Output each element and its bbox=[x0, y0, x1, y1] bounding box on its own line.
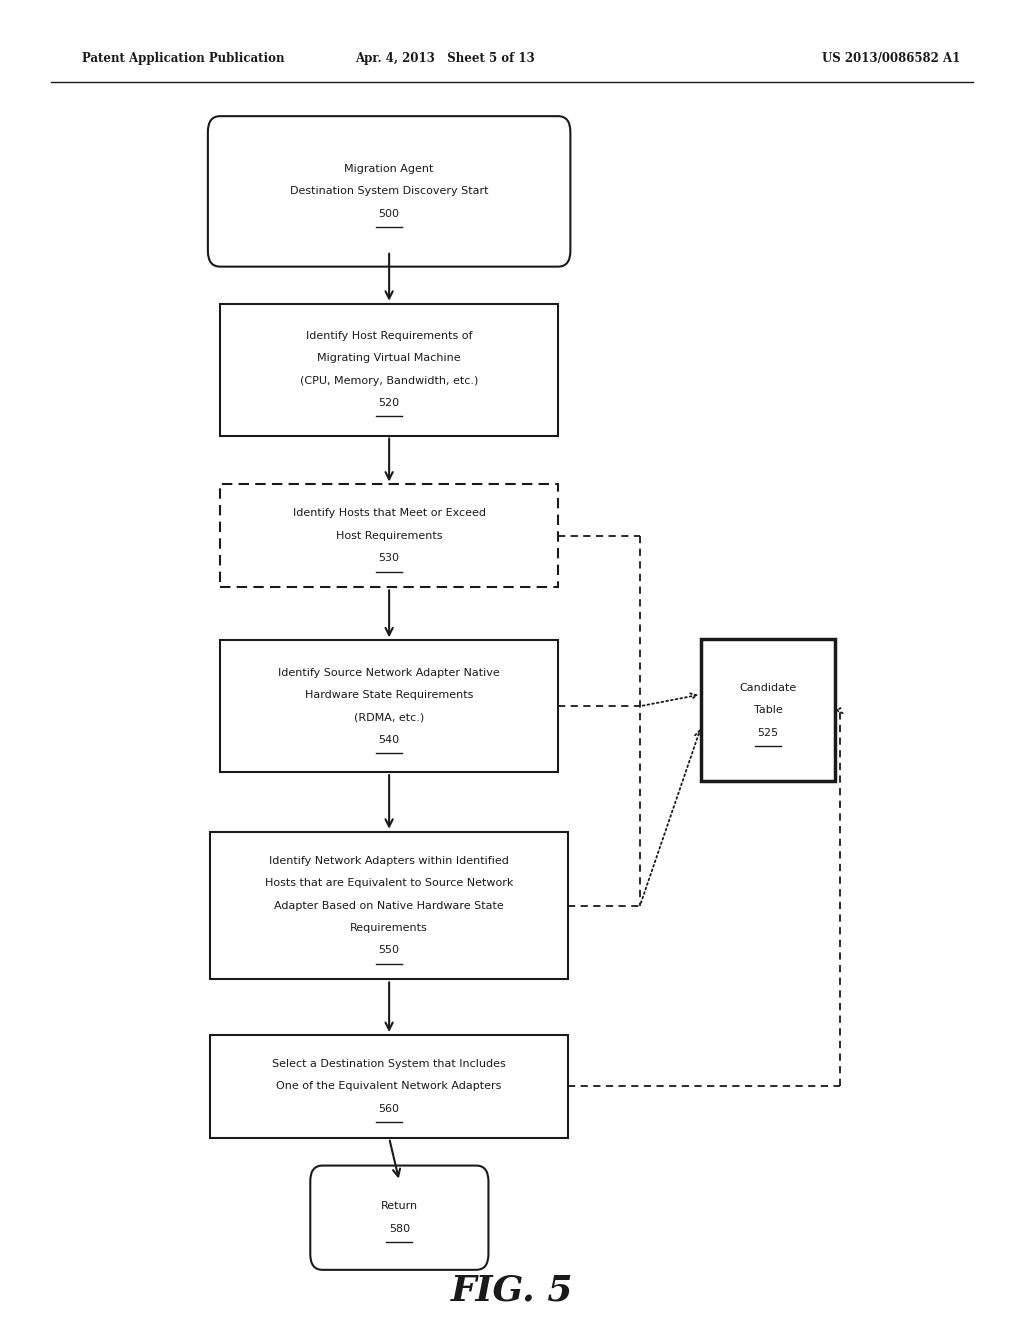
Text: 500: 500 bbox=[379, 209, 399, 219]
Text: Identify Source Network Adapter Native: Identify Source Network Adapter Native bbox=[279, 668, 500, 677]
Bar bbox=[220, 640, 558, 772]
Text: 580: 580 bbox=[389, 1224, 410, 1234]
Text: Identify Host Requirements of: Identify Host Requirements of bbox=[306, 331, 472, 341]
Text: Identify Network Adapters within Identified: Identify Network Adapters within Identif… bbox=[269, 855, 509, 866]
Text: (RDMA, etc.): (RDMA, etc.) bbox=[354, 713, 424, 722]
Bar bbox=[701, 639, 835, 781]
Text: Patent Application Publication: Patent Application Publication bbox=[82, 51, 285, 65]
Text: (CPU, Memory, Bandwidth, etc.): (CPU, Memory, Bandwidth, etc.) bbox=[300, 376, 478, 385]
FancyBboxPatch shape bbox=[310, 1166, 488, 1270]
Text: One of the Equivalent Network Adapters: One of the Equivalent Network Adapters bbox=[276, 1081, 502, 1092]
Text: Table: Table bbox=[754, 705, 782, 715]
Bar bbox=[220, 484, 558, 587]
Text: Migration Agent: Migration Agent bbox=[344, 164, 434, 174]
Text: US 2013/0086582 A1: US 2013/0086582 A1 bbox=[821, 51, 961, 65]
Bar bbox=[210, 1035, 568, 1138]
Text: Hosts that are Equivalent to Source Network: Hosts that are Equivalent to Source Netw… bbox=[265, 878, 513, 888]
Text: 540: 540 bbox=[379, 735, 399, 744]
Text: 550: 550 bbox=[379, 945, 399, 956]
Text: Hardware State Requirements: Hardware State Requirements bbox=[305, 690, 473, 700]
Text: Host Requirements: Host Requirements bbox=[336, 531, 442, 541]
Text: 560: 560 bbox=[379, 1104, 399, 1114]
Text: 525: 525 bbox=[758, 727, 778, 738]
Text: Adapter Based on Native Hardware State: Adapter Based on Native Hardware State bbox=[274, 900, 504, 911]
Text: Requirements: Requirements bbox=[350, 923, 428, 933]
Text: Migrating Virtual Machine: Migrating Virtual Machine bbox=[317, 354, 461, 363]
Text: Identify Hosts that Meet or Exceed: Identify Hosts that Meet or Exceed bbox=[293, 508, 485, 519]
FancyBboxPatch shape bbox=[208, 116, 570, 267]
Text: FIG. 5: FIG. 5 bbox=[451, 1274, 573, 1308]
Text: Select a Destination System that Includes: Select a Destination System that Include… bbox=[272, 1059, 506, 1069]
Bar bbox=[210, 832, 568, 979]
Text: Apr. 4, 2013   Sheet 5 of 13: Apr. 4, 2013 Sheet 5 of 13 bbox=[355, 51, 536, 65]
Text: Destination System Discovery Start: Destination System Discovery Start bbox=[290, 186, 488, 197]
Text: Candidate: Candidate bbox=[739, 682, 797, 693]
Text: Return: Return bbox=[381, 1201, 418, 1212]
Text: 520: 520 bbox=[379, 399, 399, 408]
Text: 530: 530 bbox=[379, 553, 399, 564]
Bar bbox=[220, 304, 558, 436]
